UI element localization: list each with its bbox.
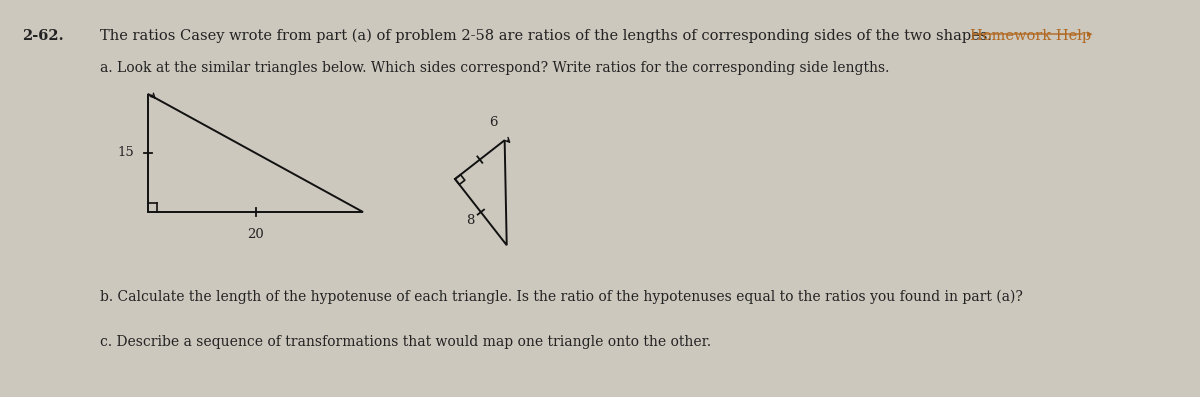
Text: 2-62.: 2-62. bbox=[22, 29, 64, 43]
Text: 20: 20 bbox=[247, 228, 264, 241]
Text: b. Calculate the length of the hypotenuse of each triangle. Is the ratio of the : b. Calculate the length of the hypotenus… bbox=[100, 290, 1022, 304]
Text: ▸: ▸ bbox=[1087, 29, 1093, 39]
Text: c. Describe a sequence of transformations that would map one triangle onto the o: c. Describe a sequence of transformation… bbox=[100, 335, 712, 349]
Text: Homework Help: Homework Help bbox=[970, 29, 1091, 43]
Text: The ratios Casey wrote from part (a) of problem 2-58 are ratios of the lengths o: The ratios Casey wrote from part (a) of … bbox=[100, 29, 992, 43]
Text: 8: 8 bbox=[466, 214, 474, 227]
Text: a. Look at the similar triangles below. Which sides correspond? Write ratios for: a. Look at the similar triangles below. … bbox=[100, 61, 889, 75]
Text: 6: 6 bbox=[490, 116, 498, 129]
Text: 15: 15 bbox=[118, 146, 134, 160]
